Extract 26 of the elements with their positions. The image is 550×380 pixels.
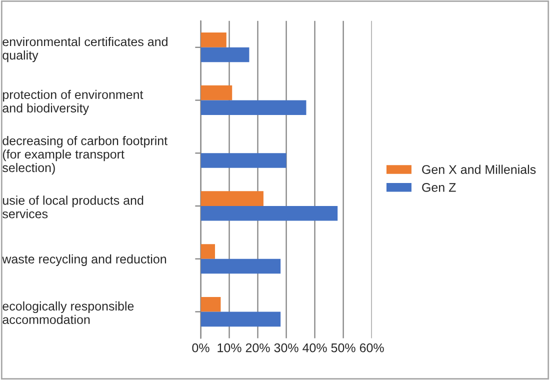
bar: [200, 100, 306, 116]
y-tick-label: waste recycling and reduction: [2, 254, 166, 266]
bar: [200, 244, 216, 259]
bar: [200, 32, 226, 48]
bar: [200, 312, 281, 327]
bar: [200, 85, 232, 100]
y-tick-label: decreasing of carbon footprint (for example transport selection): [2, 136, 168, 175]
y-tick-label: environmental certificates and quality: [2, 36, 168, 62]
bar: [200, 153, 286, 168]
bar: [200, 191, 264, 206]
y-tick-label: protection of environment and biodiversity: [2, 90, 144, 115]
x-tick-label: 10%: [218, 343, 242, 352]
legend-label: Gen Z: [422, 183, 456, 192]
y-tick-label: usie of local products and services: [2, 196, 144, 218]
x-tick-label: 0%: [192, 343, 210, 352]
bar: [200, 47, 250, 62]
y-tick-label: ecologically responsible accommodation: [2, 301, 134, 324]
bar: [200, 206, 338, 221]
x-tick-label: 40%: [302, 343, 327, 352]
bar: [200, 296, 221, 312]
x-tick-label: 30%: [274, 343, 298, 352]
x-tick-label: 50%: [331, 343, 356, 352]
x-tick-label: 60%: [360, 343, 384, 352]
x-tick-label: 20%: [246, 343, 270, 352]
legend-label: Gen X and Millenials: [422, 164, 536, 174]
bar: [200, 258, 281, 274]
